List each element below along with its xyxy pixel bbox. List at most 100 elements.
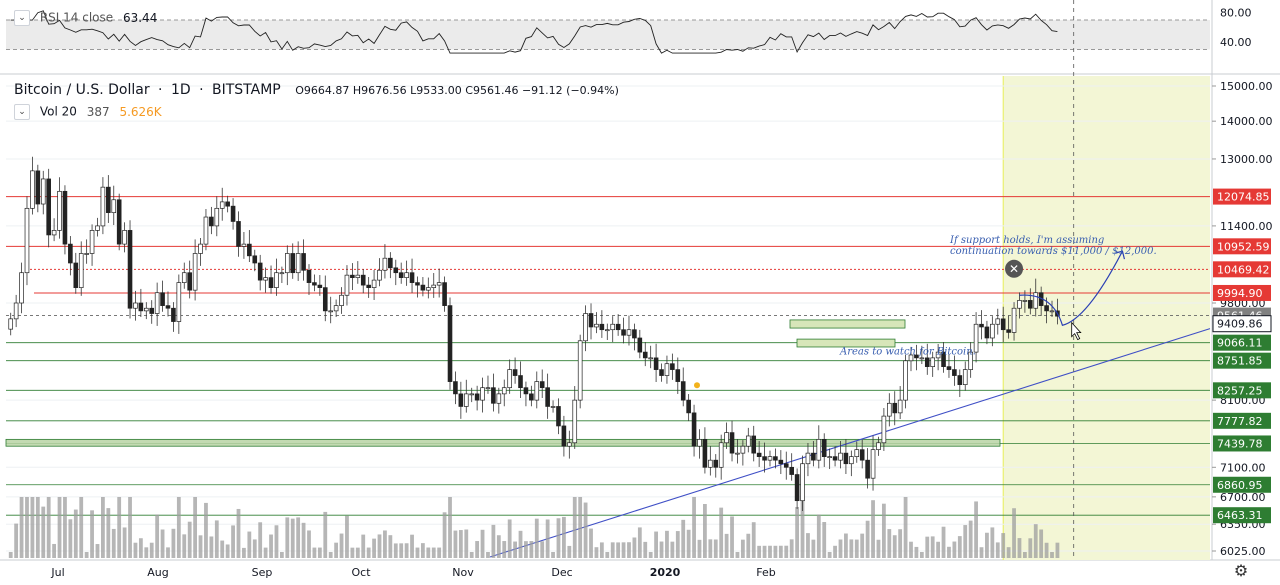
candle (171, 302, 176, 332)
candle-body (854, 449, 860, 457)
rsi-axis-label-1: 40.00 (1220, 36, 1252, 49)
candle-body (935, 351, 941, 359)
candle (821, 433, 827, 467)
candle (312, 274, 317, 292)
candle (84, 239, 89, 264)
volume-bar (892, 535, 897, 558)
candle (328, 296, 333, 324)
candle (778, 450, 784, 475)
price-pane[interactable]: ✕ If support holds, I'm assumingcontinuat… (0, 0, 1280, 561)
candle-body (447, 305, 453, 382)
volume-bar (279, 552, 284, 558)
volume-bar (871, 500, 875, 558)
candle (404, 260, 409, 286)
candle (604, 323, 610, 340)
resistance-label-1-bg[interactable] (1213, 238, 1271, 255)
candle (73, 252, 79, 294)
resistance-label-2-bg[interactable] (1213, 261, 1271, 278)
rsi-collapse-chevron-icon[interactable]: ⌄ (14, 10, 30, 26)
candle (214, 196, 220, 237)
volume-bar (919, 552, 924, 558)
candle (583, 305, 588, 352)
dividend-marker-icon (694, 382, 700, 389)
candle (816, 425, 822, 469)
support-label-4-bg[interactable] (1213, 435, 1271, 452)
volume-bar (111, 528, 116, 558)
volume-bar (513, 541, 517, 558)
candle-body (789, 466, 794, 475)
trendline-label-bg[interactable] (1212, 315, 1272, 333)
time-tick-label-7: Feb (756, 566, 775, 579)
candle-body (892, 402, 898, 414)
volume-bar (328, 552, 333, 558)
watch-box-lower[interactable] (796, 338, 896, 348)
candle (832, 446, 838, 467)
support-zone[interactable] (5, 438, 1001, 447)
candle (908, 346, 914, 372)
volume-bar (68, 519, 73, 558)
rsi-label: RSI 14 close (39, 10, 114, 25)
candle (19, 262, 24, 314)
support-label-6-bg[interactable] (1213, 507, 1271, 524)
candle-body (577, 340, 583, 401)
volume-bar (187, 521, 192, 558)
watch-box-upper[interactable] (789, 319, 906, 329)
candle (203, 208, 209, 251)
forecast-path[interactable] (1019, 250, 1123, 327)
volume-ma: 5.626K (119, 104, 162, 119)
support-label-2-bg[interactable] (1213, 382, 1271, 399)
candle (133, 290, 138, 321)
support-label-1-bg[interactable] (1213, 352, 1271, 369)
candle (887, 393, 892, 427)
candle (523, 381, 529, 407)
candle (480, 377, 485, 413)
volume-bar (789, 539, 794, 558)
candle (653, 343, 659, 382)
candle (952, 355, 957, 386)
candle (838, 441, 843, 469)
trendline[interactable] (489, 328, 1211, 558)
volume-collapse-chevron-icon[interactable]: ⌄ (14, 104, 30, 120)
candle-body (604, 329, 610, 332)
candle-body (632, 329, 637, 339)
candle-body (290, 253, 296, 274)
candle (285, 245, 290, 286)
support-label-3-bg[interactable] (1213, 412, 1271, 429)
resistance-label-0-bg[interactable] (1213, 188, 1271, 205)
volume-bar (941, 526, 946, 558)
volume-bar (388, 535, 393, 558)
candle-body (366, 284, 371, 288)
volume-bar (52, 543, 56, 558)
candle-body (388, 257, 393, 269)
symbol-name[interactable]: Bitcoin / U.S. Dollar (14, 82, 150, 98)
volume-bar (735, 552, 740, 558)
candle (615, 314, 621, 336)
candle (431, 273, 437, 298)
candle-body (670, 363, 675, 370)
candle-body (697, 439, 702, 447)
volume-bar (312, 547, 317, 558)
candle-body (968, 351, 973, 370)
gear-icon[interactable]: ⚙ (1233, 561, 1249, 580)
candle-body (62, 190, 68, 245)
close-marker-icon[interactable] (1005, 259, 1024, 278)
candle-body (838, 452, 843, 461)
candle-body (821, 439, 827, 457)
volume-bar (562, 516, 566, 558)
support-label-4: 7439.78 (1217, 437, 1263, 450)
volume-bar (1012, 508, 1016, 558)
volume-bar (393, 543, 398, 558)
support-label-0-bg[interactable] (1213, 334, 1271, 351)
support-label-3: 7777.82 (1217, 415, 1263, 428)
support-label-5-bg[interactable] (1213, 476, 1271, 493)
candle (881, 408, 887, 451)
volume-bar (876, 539, 881, 558)
price-axis[interactable]: 15000.0014000.0013000.0011400.009800.008… (1212, 80, 1273, 558)
candle (664, 355, 670, 384)
time-axis[interactable]: Jul Aug Sep Oct Nov Dec 2020 Feb (50, 566, 775, 579)
volume-label: Vol 20 (39, 104, 77, 119)
symbol-interval[interactable]: 1D (170, 82, 191, 98)
resistance-label-3-bg[interactable] (1213, 284, 1271, 301)
open-value: 9664.87 (303, 84, 350, 97)
candle (507, 359, 512, 394)
